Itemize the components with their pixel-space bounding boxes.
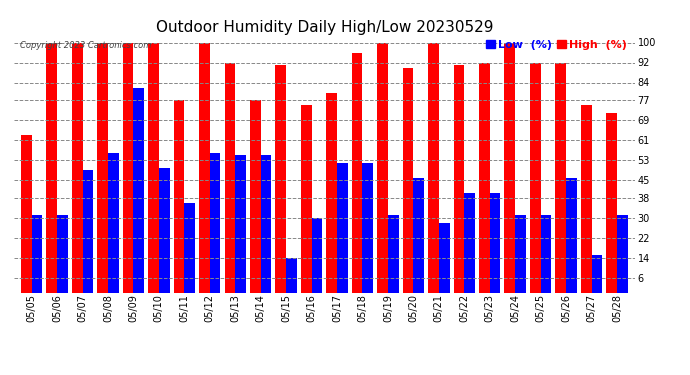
Bar bbox=[83, 170, 93, 292]
Bar bbox=[275, 65, 286, 292]
Bar bbox=[97, 42, 108, 292]
Bar bbox=[541, 215, 551, 292]
Bar bbox=[555, 63, 566, 292]
Bar bbox=[32, 215, 42, 292]
Bar bbox=[439, 222, 449, 292]
Bar bbox=[530, 63, 541, 292]
Bar bbox=[403, 68, 413, 292]
Bar bbox=[261, 155, 271, 292]
Bar bbox=[174, 100, 184, 292]
Bar bbox=[581, 105, 591, 292]
Bar bbox=[617, 215, 628, 292]
Bar bbox=[413, 177, 424, 292]
Bar bbox=[326, 93, 337, 292]
Bar bbox=[362, 162, 373, 292]
Bar bbox=[566, 177, 577, 292]
Bar bbox=[464, 192, 475, 292]
Bar bbox=[210, 153, 221, 292]
Bar bbox=[479, 63, 490, 292]
Bar bbox=[504, 42, 515, 292]
Bar bbox=[235, 155, 246, 292]
Bar bbox=[352, 53, 362, 292]
Bar bbox=[108, 153, 119, 292]
Bar bbox=[148, 42, 159, 292]
Bar bbox=[159, 168, 170, 292]
Bar bbox=[21, 135, 32, 292]
Bar bbox=[199, 42, 210, 292]
Bar bbox=[607, 112, 617, 292]
Bar bbox=[428, 42, 439, 292]
Legend: Low  (%), High  (%): Low (%), High (%) bbox=[484, 38, 629, 52]
Bar bbox=[72, 42, 83, 292]
Text: Copyright 2023 Cartronics.com: Copyright 2023 Cartronics.com bbox=[20, 41, 151, 50]
Title: Outdoor Humidity Daily High/Low 20230529: Outdoor Humidity Daily High/Low 20230529 bbox=[155, 20, 493, 35]
Bar bbox=[312, 217, 322, 292]
Bar bbox=[224, 63, 235, 292]
Bar bbox=[133, 87, 144, 292]
Bar bbox=[57, 215, 68, 292]
Bar bbox=[250, 100, 261, 292]
Bar bbox=[453, 65, 464, 292]
Bar bbox=[286, 258, 297, 292]
Bar bbox=[301, 105, 312, 292]
Bar bbox=[337, 162, 348, 292]
Bar bbox=[46, 42, 57, 292]
Bar bbox=[184, 202, 195, 292]
Bar bbox=[490, 192, 500, 292]
Bar bbox=[123, 42, 133, 292]
Bar bbox=[515, 215, 526, 292]
Bar bbox=[388, 215, 399, 292]
Bar bbox=[377, 42, 388, 292]
Bar bbox=[591, 255, 602, 292]
